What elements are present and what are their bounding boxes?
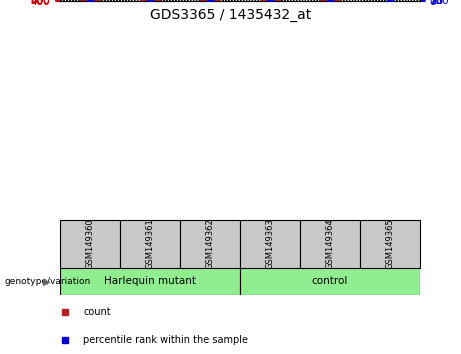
Text: GSM149365: GSM149365 bbox=[385, 219, 395, 269]
Text: GDS3365 / 1435432_at: GDS3365 / 1435432_at bbox=[150, 8, 311, 22]
Text: GSM149364: GSM149364 bbox=[325, 219, 335, 269]
Bar bbox=[180, 220, 240, 268]
Text: genotype/variation: genotype/variation bbox=[5, 277, 91, 286]
Text: ▶: ▶ bbox=[43, 276, 51, 286]
Bar bbox=[360, 220, 420, 268]
Bar bbox=[60, 220, 120, 268]
Bar bbox=[140, 0, 160, 1]
Bar bbox=[240, 220, 300, 268]
Text: GSM149361: GSM149361 bbox=[146, 219, 154, 269]
Text: percentile rank within the sample: percentile rank within the sample bbox=[83, 335, 248, 345]
Bar bbox=[60, 268, 240, 295]
Bar bbox=[240, 268, 420, 295]
Bar bbox=[260, 0, 280, 1]
Bar bbox=[120, 220, 180, 268]
Text: Harlequin mutant: Harlequin mutant bbox=[104, 276, 196, 286]
Text: GSM149360: GSM149360 bbox=[85, 219, 95, 269]
Text: control: control bbox=[312, 276, 348, 286]
Text: GSM149362: GSM149362 bbox=[206, 219, 214, 269]
Text: count: count bbox=[83, 307, 111, 317]
Bar bbox=[300, 220, 360, 268]
Text: GSM149363: GSM149363 bbox=[266, 218, 274, 269]
